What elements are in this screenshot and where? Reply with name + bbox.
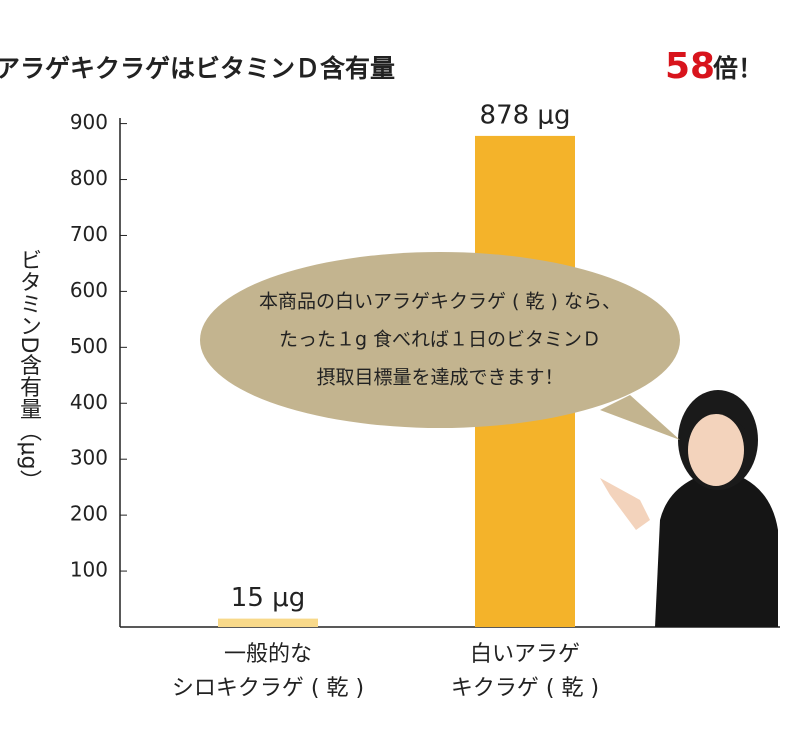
y-tick-label: 700	[70, 222, 108, 246]
speech-bubble: 本商品の白いアラゲキクラゲ ( 乾 ) なら、たった１g 食べれば１日のビタミン…	[200, 252, 680, 440]
title-highlight: 58	[665, 46, 715, 87]
y-axis-label: ビタミンD含有量（μg）	[16, 249, 42, 492]
value-label: 878 μg	[480, 100, 571, 130]
value-label: 15 μg	[231, 583, 305, 613]
chart-title: 白いアラゲキクラゲはビタミンＤ含有量	[0, 54, 395, 83]
annotation-line: たった１g 食べれば１日のビタミンＤ	[279, 329, 601, 351]
annotation-line: 摂取目標量を達成できます！	[316, 367, 563, 389]
y-tick-label: 300	[70, 446, 108, 470]
y-tick-label: 200	[70, 502, 108, 526]
title-suffix: 倍！	[713, 54, 763, 83]
y-tick-label: 800	[70, 166, 108, 190]
annotation-line: 本商品の白いアラゲキクラゲ ( 乾 ) なら、	[259, 291, 621, 313]
y-tick-label: 500	[70, 334, 108, 358]
y-tick-label: 100	[70, 558, 108, 582]
bar	[218, 618, 318, 627]
y-tick-label: 400	[70, 390, 108, 414]
x-tick-label: 一般的な シロキクラゲ ( 乾 )	[171, 642, 365, 701]
person	[600, 390, 778, 627]
y-tick-label: 900	[70, 110, 108, 134]
y-tick-label: 600	[70, 278, 108, 302]
x-tick-label: 白いアラゲ キクラゲ ( 乾 )	[450, 642, 600, 701]
